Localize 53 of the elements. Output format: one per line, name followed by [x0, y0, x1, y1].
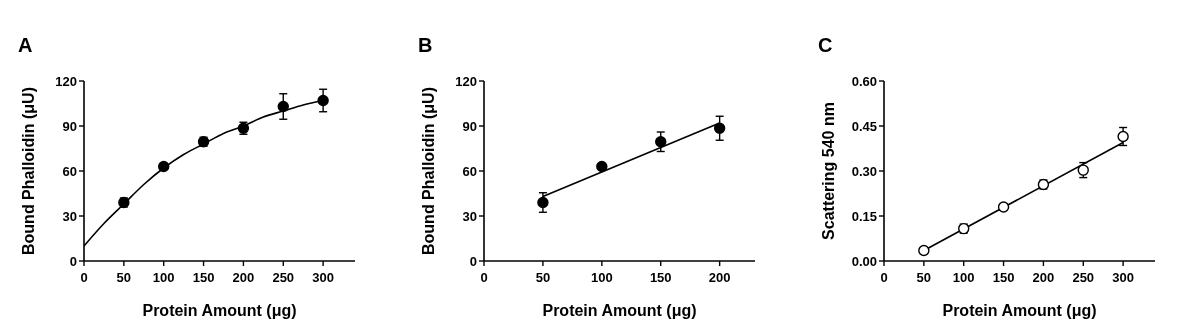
y-tick-label: 30 — [62, 208, 77, 224]
x-tick-label: 250 — [272, 270, 295, 285]
x-axis-title: Protein Amount (μg) — [142, 302, 297, 319]
x-tick-label: 200 — [708, 270, 731, 285]
y-tick-label: 0.15 — [851, 208, 877, 224]
y-tick-label: 60 — [462, 163, 477, 179]
x-tick-label: 200 — [232, 270, 255, 285]
y-tick-label: 60 — [62, 163, 77, 179]
y-tick-label: 0.00 — [851, 253, 877, 269]
y-tick-label: 90 — [462, 118, 477, 134]
x-tick-label: 300 — [1112, 270, 1134, 285]
x-tick-label: 50 — [916, 270, 932, 285]
y-tick-label: 0 — [69, 253, 77, 269]
y-axis-title: Bound Phalloidin (μU) — [420, 87, 437, 255]
x-tick-label: 0 — [480, 270, 488, 285]
x-tick-label: 50 — [116, 270, 132, 285]
point — [997, 201, 1010, 213]
x-tick-label: 100 — [952, 270, 975, 285]
x-tick-label: 100 — [590, 270, 613, 285]
point — [277, 100, 289, 113]
y-tick-label: 90 — [62, 118, 77, 134]
y-axis-title: Scattering 540 nm — [820, 102, 837, 240]
point — [158, 160, 170, 173]
x-tick-label: 50 — [535, 270, 551, 285]
point — [1117, 130, 1129, 143]
point — [537, 196, 549, 209]
y-tick-label: 0.30 — [851, 163, 877, 179]
chart-title: C — [818, 34, 833, 56]
x-tick-label: 150 — [192, 270, 215, 285]
y-axis-title: Bound Phalloidin (μU) — [20, 87, 37, 255]
y-tick-label: 0 — [469, 253, 477, 269]
point — [918, 244, 930, 257]
x-tick-label: 100 — [152, 270, 175, 285]
y-tick-label: 120 — [455, 73, 477, 89]
x-tick-label: 250 — [1072, 270, 1095, 285]
chart-title: A — [18, 34, 33, 56]
point — [713, 122, 726, 134]
y-tick-label: 0.45 — [851, 118, 877, 134]
point — [596, 160, 608, 173]
x-axis-title: Protein Amount (μg) — [942, 302, 1097, 319]
chart-title: B — [418, 34, 433, 56]
y-tick-label: 120 — [55, 73, 77, 89]
x-tick-label: 150 — [649, 270, 672, 285]
point — [655, 136, 667, 148]
y-tick-label: 0.60 — [851, 73, 877, 89]
x-tick-label: 0 — [880, 270, 888, 285]
y-tick-label: 30 — [462, 208, 477, 224]
x-tick-label: 150 — [992, 270, 1015, 285]
x-tick-label: 300 — [312, 270, 334, 285]
point — [317, 94, 329, 107]
x-tick-label: 200 — [1032, 270, 1055, 285]
x-axis-title: Protein Amount (μg) — [542, 302, 697, 319]
x-tick-label: 0 — [80, 270, 88, 285]
